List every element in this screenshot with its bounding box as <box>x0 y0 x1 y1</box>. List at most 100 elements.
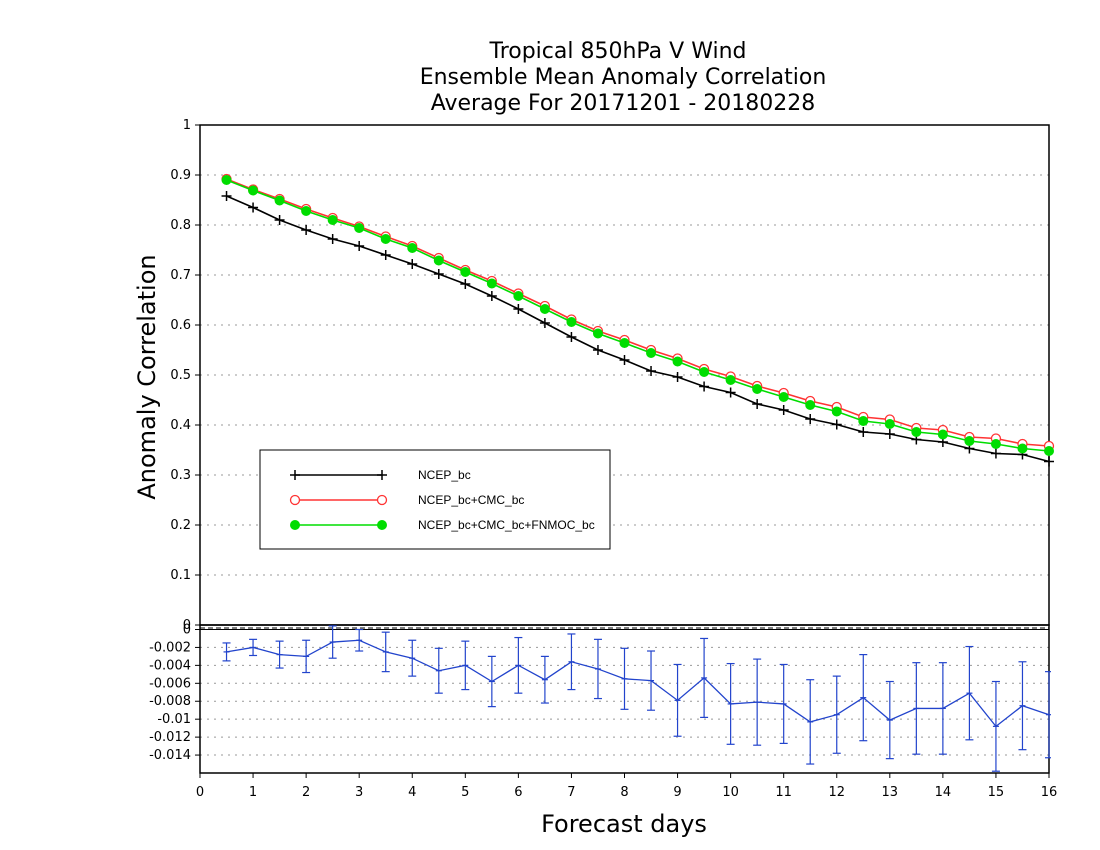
data-point <box>354 223 365 233</box>
x-tick-label: 10 <box>722 785 739 800</box>
y-tick-label: 0.2 <box>170 518 191 533</box>
data-point <box>752 399 763 409</box>
y-tick-label: -0.004 <box>149 658 191 673</box>
data-point <box>327 215 338 225</box>
data-point <box>619 355 630 365</box>
data-point <box>592 328 603 339</box>
data-point <box>380 234 391 244</box>
series-line-2 <box>226 179 1050 452</box>
x-tick-label: 9 <box>673 785 681 800</box>
data-point <box>592 345 603 355</box>
x-tick-label: 0 <box>196 785 204 800</box>
data-point <box>433 269 444 279</box>
data-point <box>433 255 444 266</box>
legend-marker <box>290 520 300 530</box>
error-bar <box>222 642 231 662</box>
data-point <box>937 429 948 440</box>
y-tick-label: -0.012 <box>149 730 191 745</box>
data-point <box>699 367 710 377</box>
data-point <box>1044 446 1054 456</box>
data-point <box>778 405 789 415</box>
error-bar <box>965 645 974 741</box>
y-tick-label: 1 <box>183 118 191 133</box>
series-line-1 <box>226 178 1050 447</box>
data-point <box>248 185 259 196</box>
error-bar <box>593 638 602 700</box>
legend-label: NCEP_bc+CMC_bc <box>418 493 524 507</box>
x-tick-label: 16 <box>1041 785 1058 800</box>
legend-marker <box>289 494 301 506</box>
legend: NCEP_bc NCEP_bc+CMC_bc NCEP_bc+CMC_bc+FNMO… <box>259 449 611 550</box>
error-bar <box>328 625 337 659</box>
data-point <box>486 278 497 289</box>
y-tick-label: 0.5 <box>170 368 191 383</box>
error-bar <box>700 637 709 718</box>
error-bar <box>434 647 443 694</box>
data-point <box>619 338 630 348</box>
data-point <box>884 419 895 429</box>
data-point <box>805 400 816 410</box>
x-tick-label: 7 <box>567 785 575 800</box>
error-bar <box>859 653 868 742</box>
error-bar <box>461 640 470 691</box>
y-tick-label: -0.008 <box>149 694 191 709</box>
data-point <box>513 291 524 301</box>
error-bar <box>912 662 921 755</box>
y-tick-label: 0 <box>183 618 191 633</box>
title-line-1: Tropical 850hPa V Wind <box>488 39 746 64</box>
data-point <box>831 406 842 417</box>
chart-title: Tropical 850hPa V Wind Ensemble Mean Ano… <box>420 39 827 116</box>
x-tick-label: 12 <box>828 785 845 800</box>
legend-label: NCEP_bc+CMC_bc+FNMOC_bc <box>418 518 595 532</box>
data-point <box>513 304 524 314</box>
data-point <box>380 250 391 260</box>
legend-marker <box>377 520 387 530</box>
error-bar <box>249 638 258 657</box>
error-bar <box>514 636 523 694</box>
title-line-3: Average For 20171201 - 20180228 <box>431 91 816 116</box>
error-bar <box>1018 661 1027 751</box>
error-bar <box>753 658 762 746</box>
error-bar <box>275 640 284 669</box>
data-point <box>672 356 683 367</box>
data-point <box>327 234 338 244</box>
title-line-2: Ensemble Mean Anomaly Correlation <box>420 65 827 90</box>
data-point <box>725 375 736 385</box>
error-bar <box>806 679 815 765</box>
data-point <box>752 384 763 394</box>
y-tick-label: 0.9 <box>170 168 191 183</box>
data-point <box>460 267 471 277</box>
data-point <box>539 304 550 314</box>
y-tick-label: -0.01 <box>157 712 191 727</box>
series-line-0 <box>226 195 1050 463</box>
data-point <box>301 225 312 235</box>
data-point <box>858 416 869 426</box>
data-point <box>831 419 842 430</box>
data-point <box>566 332 577 342</box>
data-point <box>221 191 232 201</box>
diff-line <box>226 639 1050 728</box>
difference-plot: 0 -0.002 -0.004 -0.006 -0.008 -0.01 -0.012 -0.0… <box>149 622 1057 800</box>
x-tick-label: 15 <box>988 785 1005 800</box>
data-point <box>301 206 312 216</box>
data-point <box>805 414 816 424</box>
error-bar <box>726 662 735 745</box>
data-point <box>646 348 657 358</box>
x-tick-label: 13 <box>882 785 899 800</box>
data-point <box>990 448 1001 459</box>
error-bar <box>408 639 417 677</box>
data-point <box>725 387 736 398</box>
y-tick-label: 0.6 <box>170 318 191 333</box>
y-tick-label: 0.3 <box>170 468 191 483</box>
diff-series <box>222 625 1051 772</box>
x-tick-label: 6 <box>514 785 522 800</box>
y-tick-label: 0.1 <box>170 568 191 583</box>
y-tick-label: 0 <box>183 622 191 637</box>
data-point <box>274 215 285 225</box>
data-point <box>407 243 418 253</box>
y-tick-label: -0.014 <box>149 748 191 763</box>
data-point <box>274 195 285 206</box>
data-point <box>646 366 657 376</box>
legend-marker <box>376 494 388 506</box>
